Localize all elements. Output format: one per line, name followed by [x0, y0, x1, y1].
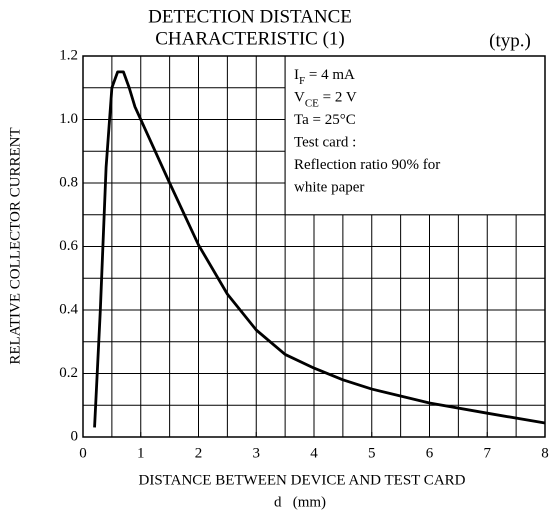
annotation-subscript: F	[299, 75, 305, 87]
x-tick-label: 0	[79, 445, 87, 461]
annotation-text: V	[294, 90, 305, 106]
x-tick-label: 1	[137, 445, 145, 461]
annotation-text: I	[294, 67, 299, 83]
annotation-box	[284, 55, 546, 216]
annotation-subscript: CE	[305, 97, 319, 109]
y-axis-label: RELATIVE COLLECTOR CURRENT	[7, 127, 23, 364]
x-tick-label: 5	[368, 445, 376, 461]
chart-title: DETECTION DISTANCE	[148, 6, 352, 27]
annotation-text: Reflection ratio 90% for	[294, 157, 440, 173]
x-tick-label: 4	[310, 445, 318, 461]
y-tick-label: 0	[71, 428, 79, 444]
annotation: Test card :	[294, 135, 356, 151]
y-tick-label: 0.6	[59, 238, 78, 254]
x-tick-label: 6	[426, 445, 434, 461]
y-tick-label: 0.8	[59, 174, 78, 190]
x-axis-label: DISTANCE BETWEEN DEVICE AND TEST CARD	[139, 472, 466, 488]
annotation: IF = 4 mA	[294, 67, 355, 86]
annotation: VCE = 2 V	[294, 90, 357, 109]
annotation-text: Ta = 25°C	[294, 112, 356, 128]
y-tick-label: 1.0	[59, 111, 78, 127]
x-tick-label: 8	[541, 445, 549, 461]
y-tick-label: 0.2	[59, 365, 78, 381]
note: (typ.)	[489, 30, 531, 51]
y-tick-label: 0.4	[59, 301, 78, 317]
x-tick-label: 7	[484, 445, 492, 461]
annotation: white paper	[294, 180, 364, 196]
annotation-text: Test card :	[294, 135, 356, 151]
annotation-text: white paper	[294, 180, 364, 196]
x-tick-label: 3	[253, 445, 261, 461]
annotation-text: = 2 V	[319, 90, 357, 106]
annotation-text: = 4 mA	[305, 67, 355, 83]
curve	[93, 70, 546, 428]
x-axis-unit: d (mm)	[274, 494, 326, 510]
x-tick-label: 2	[195, 445, 203, 461]
annotation: Reflection ratio 90% for	[294, 157, 440, 173]
chart-title: CHARACTERISTIC (1)	[155, 28, 344, 49]
y-tick-label: 1.2	[59, 47, 78, 63]
annotation: Ta = 25°C	[294, 112, 356, 128]
